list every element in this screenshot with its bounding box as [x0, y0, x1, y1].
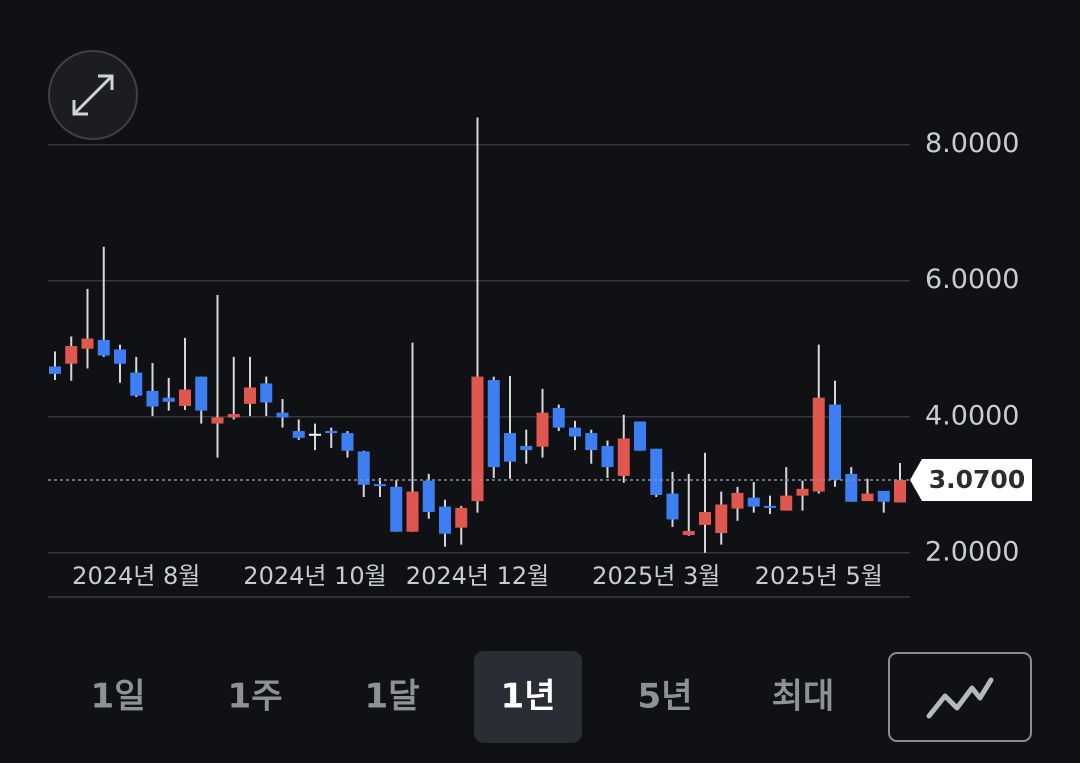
- candle-body: [699, 511, 711, 525]
- candle-body: [179, 389, 191, 406]
- x-tick-label: 2024년 12월: [406, 562, 549, 590]
- x-tick-label: 2025년 5월: [755, 562, 883, 590]
- candle-body: [309, 433, 321, 436]
- range-button[interactable]: 1일: [91, 677, 146, 717]
- candle-body: [390, 486, 403, 532]
- x-tick-label: 2025년 3월: [592, 562, 720, 590]
- y-tick-label: 8.0000: [925, 128, 1019, 159]
- candle-body: [552, 407, 565, 428]
- candle-body: [439, 506, 451, 534]
- candle-body: [487, 380, 500, 468]
- candle-body: [682, 531, 695, 536]
- candle-body: [585, 433, 598, 451]
- selected-range-bg: [474, 651, 582, 743]
- candle-body: [244, 387, 256, 404]
- candle-body: [812, 397, 825, 492]
- candle-body: [520, 446, 533, 451]
- range-button[interactable]: 최대: [772, 677, 835, 717]
- candle-body: [49, 366, 61, 374]
- candle-body: [780, 495, 793, 511]
- candle-body: [260, 383, 273, 403]
- candle-body: [634, 421, 646, 451]
- candle-body: [569, 427, 581, 437]
- candle-body: [227, 414, 240, 418]
- x-tick-label: 2024년 8월: [72, 562, 200, 590]
- candle-body: [97, 339, 110, 356]
- candle-body: [65, 346, 78, 364]
- x-tick-label: 2024년 10월: [243, 562, 386, 590]
- y-tick-label: 4.0000: [925, 400, 1019, 431]
- candle-body: [536, 412, 549, 447]
- chart-type-icon[interactable]: [926, 677, 994, 719]
- candle-body: [504, 433, 516, 462]
- last-price-label: 3.0700: [929, 465, 1025, 494]
- candle-body: [829, 404, 841, 481]
- candle-body: [357, 451, 370, 485]
- candle-body: [276, 412, 289, 418]
- candle-body: [114, 349, 126, 364]
- candle-body: [195, 376, 208, 411]
- candle-body: [747, 497, 760, 507]
- expand-button[interactable]: [48, 50, 138, 140]
- candle-body: [861, 493, 874, 502]
- y-tick-label: 2.0000: [925, 536, 1019, 567]
- candle-body: [650, 448, 663, 495]
- y-tick-label: 6.0000: [925, 264, 1019, 295]
- candle-body: [617, 438, 630, 476]
- candle-body: [406, 491, 419, 532]
- candle-body: [455, 507, 468, 528]
- candle-body: [796, 488, 809, 496]
- chart-type-box[interactable]: [888, 652, 1032, 742]
- candle-body: [845, 473, 858, 502]
- last-price-tag: [910, 459, 1032, 502]
- range-button[interactable]: 1주: [228, 677, 283, 717]
- candle-body: [894, 480, 906, 503]
- candle-body: [666, 493, 679, 520]
- range-button[interactable]: 5년: [638, 677, 693, 717]
- candle-body: [162, 397, 175, 402]
- candle-body: [422, 480, 435, 512]
- candle-body: [471, 376, 484, 502]
- candle-body: [877, 490, 890, 502]
- chart-type-button[interactable]: [888, 652, 1032, 742]
- candle-body: [146, 390, 159, 407]
- candle-body: [341, 433, 354, 451]
- candle-body: [715, 504, 728, 534]
- candle-body: [211, 417, 224, 424]
- candle-body: [731, 492, 744, 509]
- range-button[interactable]: 1달: [365, 677, 420, 717]
- candle-body: [325, 431, 338, 434]
- candle-body: [130, 372, 143, 396]
- candle-body: [292, 431, 305, 438]
- expand-icon[interactable]: [72, 74, 114, 116]
- candle-body: [601, 446, 614, 468]
- candle-body: [374, 484, 386, 487]
- candle-body: [764, 505, 776, 508]
- range-button[interactable]: 1년: [501, 677, 556, 717]
- candle-body: [81, 338, 94, 349]
